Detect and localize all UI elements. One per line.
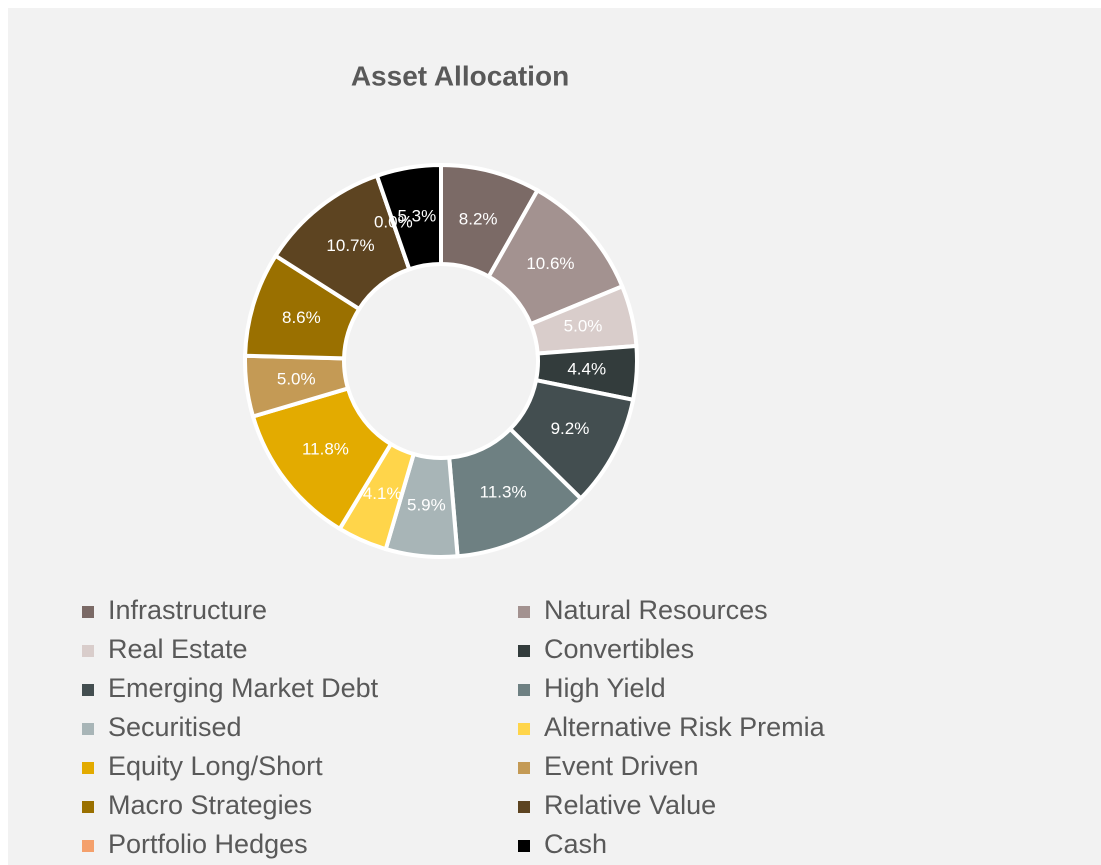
data-label: 0.0%: [374, 212, 413, 231]
data-label: 5.3%: [397, 206, 436, 225]
data-label: 8.2%: [459, 209, 498, 228]
legend-marker: [518, 840, 530, 852]
legend-label: Relative Value: [544, 790, 716, 820]
legend-marker: [82, 762, 94, 774]
legend-label: Securitised: [108, 712, 242, 742]
legend-marker: [518, 723, 530, 735]
legend-label: Macro Strategies: [108, 790, 312, 820]
legend-marker: [518, 684, 530, 696]
data-label: 9.2%: [551, 419, 590, 438]
legend-marker: [82, 645, 94, 657]
legend-marker: [82, 801, 94, 813]
legend-label: Natural Resources: [544, 595, 768, 625]
legend-marker: [518, 801, 530, 813]
legend-marker: [518, 762, 530, 774]
legend-label: High Yield: [544, 673, 666, 703]
data-label: 10.7%: [326, 236, 374, 255]
donut-slice: [374, 162, 443, 272]
legend-label: Infrastructure: [108, 595, 267, 625]
data-label: 5.9%: [407, 496, 446, 515]
data-label: 10.6%: [526, 254, 574, 273]
legend-label: Cash: [544, 829, 607, 859]
legend-marker: [82, 723, 94, 735]
data-label: 11.3%: [480, 483, 527, 502]
legend-label: Emerging Market Debt: [108, 673, 379, 703]
data-label: 5.0%: [564, 317, 603, 336]
data-label: 4.4%: [567, 359, 606, 378]
legend-marker: [82, 684, 94, 696]
chart-title: Asset Allocation: [351, 60, 569, 91]
data-label: 4.1%: [363, 484, 402, 503]
legend-marker: [82, 606, 94, 618]
legend-label: Event Driven: [544, 751, 699, 781]
legend-label: Convertibles: [544, 634, 694, 664]
legend-label: Portfolio Hedges: [108, 829, 308, 859]
legend-marker: [82, 840, 94, 852]
data-label: 8.6%: [282, 308, 321, 327]
legend-label: Equity Long/Short: [108, 751, 323, 781]
legend-marker: [518, 645, 530, 657]
legend-marker: [518, 606, 530, 618]
data-label: 11.8%: [302, 440, 349, 459]
data-label: 5.0%: [277, 369, 316, 388]
legend-label: Real Estate: [108, 634, 248, 664]
legend-label: Alternative Risk Premia: [544, 712, 826, 742]
